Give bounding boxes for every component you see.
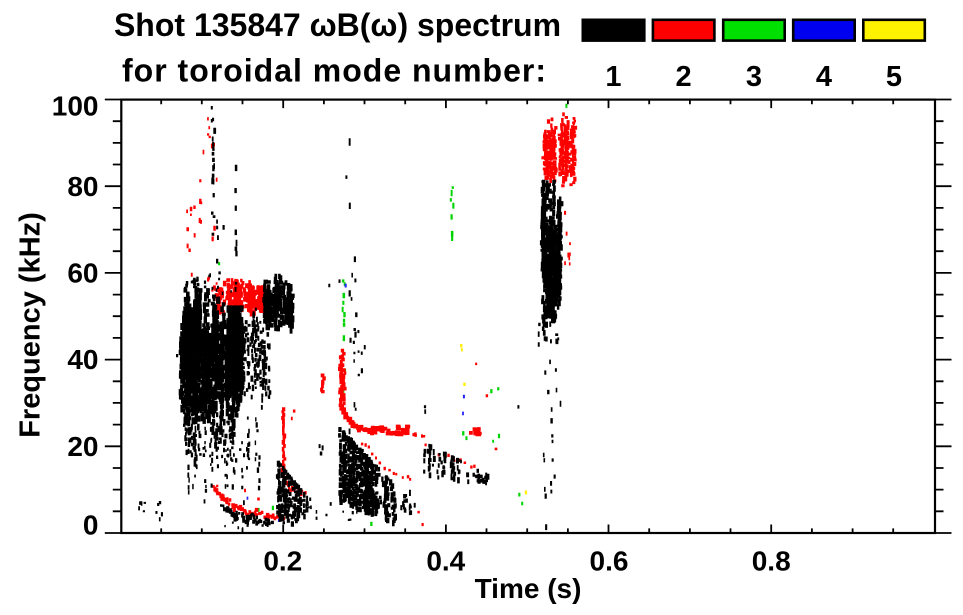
svg-text:5: 5 <box>886 61 902 93</box>
svg-text:60: 60 <box>67 258 98 289</box>
svg-text:3: 3 <box>746 61 762 93</box>
svg-text:2: 2 <box>676 61 692 93</box>
svg-text:0.6: 0.6 <box>590 545 629 576</box>
svg-text:1: 1 <box>605 61 621 93</box>
svg-text:80: 80 <box>67 171 98 202</box>
svg-text:Shot 135847 ωB(ω) spectrum: Shot 135847 ωB(ω) spectrum <box>114 7 561 43</box>
svg-text:0.4: 0.4 <box>426 545 465 576</box>
svg-text:0: 0 <box>83 510 99 541</box>
svg-text:0.2: 0.2 <box>263 545 302 576</box>
svg-text:4: 4 <box>816 61 832 93</box>
svg-text:for toroidal mode number:: for toroidal mode number: <box>122 52 547 88</box>
svg-text:40: 40 <box>67 344 98 375</box>
svg-text:100: 100 <box>52 90 99 121</box>
svg-text:Time (s): Time (s) <box>475 573 582 604</box>
svg-text:0.8: 0.8 <box>752 545 791 576</box>
svg-text:20: 20 <box>67 431 98 462</box>
svg-text:Frequency (kHz): Frequency (kHz) <box>15 212 47 438</box>
